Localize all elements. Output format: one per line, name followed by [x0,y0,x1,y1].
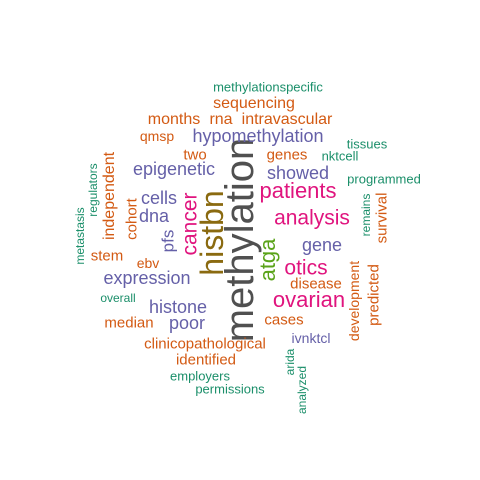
word-survival: survival [373,192,391,244]
word-hypomethylation: hypomethylation [192,126,324,146]
word-cells: cells [140,188,178,208]
word-independent: independent [101,151,118,241]
word-cancer: cancer [178,192,202,256]
word-analyzed: analyzed [295,365,309,415]
word-otics: otics [284,256,328,280]
word-cohort: cohort [123,198,141,240]
word-methylationspecific: methylationspecific [213,79,323,95]
word-dna: dna [138,206,170,226]
word-poor: poor [168,313,206,333]
word-atga: atga [255,238,280,282]
word-development: development [346,260,362,342]
word-permissions: permissions [195,381,265,397]
word-regulators: regulators [86,163,100,217]
word-nktcell: nktcell [321,148,359,164]
word-programmed: programmed [347,171,421,187]
word-qmsp: qmsp [139,128,175,144]
word-rna: rna [209,111,233,128]
word-showed: showed [266,163,330,183]
word-analysis: analysis [274,206,350,230]
word-histone: histone [148,297,208,317]
word-months: months [147,111,201,128]
word-clinicopathological: clinicopathological [144,335,266,353]
word-epigenetic: epigenetic [132,159,216,179]
word-stem: stem [90,247,124,265]
word-ivnktcl: ivnktcl [291,330,331,346]
word-gene: gene [301,235,343,255]
word-intravascular: intravascular [241,111,333,128]
word-disease: disease [290,275,342,293]
word-pfs: pfs [158,229,178,253]
word-metastasis: metastasis [73,207,87,265]
word-tissues: tissues [346,136,388,152]
word-overall: overall [100,291,136,305]
word-predicted: predicted [365,264,383,326]
word-identified: identified [175,351,237,369]
word-patients: patients [259,178,337,203]
word-ebv: ebv [136,255,160,271]
word-sequencing: sequencing [213,95,295,112]
word-median: median [104,314,154,332]
word-employers: employers [170,368,230,384]
word-expression: expression [103,268,191,288]
word-two: two [183,146,207,164]
word-cases: cases [264,311,304,329]
word-ovarian: ovarian [272,287,346,312]
word-remains: remains [359,193,373,237]
word-genes: genes [266,146,308,164]
